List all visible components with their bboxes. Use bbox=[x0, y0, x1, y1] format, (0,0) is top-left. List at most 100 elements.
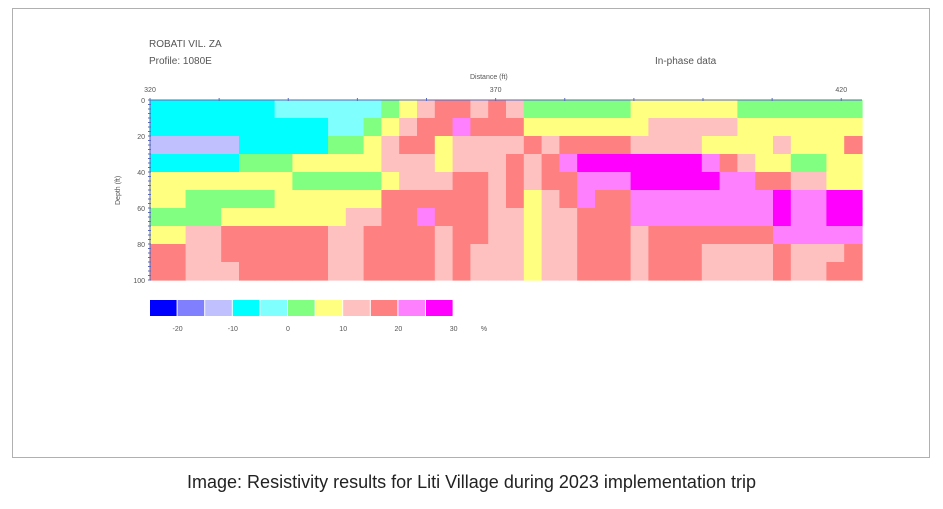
heatmap-cell bbox=[345, 208, 365, 227]
heatmap-cell bbox=[684, 262, 703, 281]
heatmap-cell bbox=[363, 118, 382, 137]
heatmap-cell bbox=[844, 136, 863, 155]
heatmap-cell bbox=[737, 118, 756, 137]
resistivity-heatmap-chart: ROBATI VIL. ZA Profile: 1080E In-phase d… bbox=[115, 39, 863, 333]
heatmap-cell bbox=[292, 244, 311, 263]
heatmap-cell bbox=[773, 262, 792, 281]
heatmap-cell bbox=[577, 208, 596, 227]
heatmap-cell bbox=[595, 100, 614, 119]
heatmap-cell bbox=[345, 226, 365, 245]
heatmap-cell bbox=[719, 190, 738, 209]
heatmap-cell bbox=[790, 226, 810, 245]
heatmap-cell bbox=[434, 226, 454, 245]
heatmap-cell bbox=[648, 136, 667, 155]
heatmap-cell bbox=[381, 136, 400, 155]
heatmap-cell bbox=[239, 226, 258, 245]
heatmap-cell bbox=[630, 262, 649, 281]
heatmap-cell bbox=[595, 190, 614, 209]
heatmap-cell bbox=[274, 172, 293, 191]
heatmap-cell bbox=[274, 226, 293, 245]
heatmap-cell bbox=[755, 100, 774, 119]
heatmap-cell bbox=[719, 136, 738, 155]
heatmap-cell bbox=[185, 118, 204, 137]
heatmap-cell bbox=[488, 172, 507, 191]
colorbar-tick-label: 20 bbox=[395, 326, 403, 333]
y-axis-label: Depth (ft) bbox=[115, 176, 122, 205]
heatmap-cell bbox=[773, 244, 792, 263]
heatmap-cell bbox=[648, 226, 667, 245]
heatmap-cell bbox=[292, 208, 311, 227]
heatmap-cell bbox=[826, 208, 845, 227]
heatmap-cell bbox=[630, 190, 649, 209]
heatmap-cell bbox=[434, 244, 454, 263]
heatmap-cell bbox=[826, 100, 845, 119]
heatmap-cell bbox=[577, 226, 596, 245]
heatmap-cell bbox=[185, 100, 204, 119]
heatmap-cell bbox=[684, 172, 703, 191]
heatmap-cell bbox=[523, 244, 543, 263]
heatmap-cell bbox=[203, 244, 222, 263]
heatmap-cell bbox=[292, 190, 311, 209]
heatmap-cell bbox=[523, 226, 543, 245]
heatmap-cell bbox=[221, 244, 240, 263]
heatmap-cell bbox=[470, 172, 489, 191]
heatmap-cell bbox=[221, 226, 240, 245]
heatmap-cell bbox=[523, 172, 543, 191]
heatmap-cell bbox=[612, 154, 632, 173]
heatmap-cell bbox=[434, 154, 454, 173]
colorbar-tick-label: 10 bbox=[339, 326, 347, 333]
heatmap-cell bbox=[256, 208, 276, 227]
heatmap-cell bbox=[559, 208, 578, 227]
heatmap-cell bbox=[523, 100, 543, 119]
heatmap-cell bbox=[328, 244, 347, 263]
heatmap-cell bbox=[808, 154, 827, 173]
heatmap-cell bbox=[150, 262, 169, 281]
heatmap-cell bbox=[630, 226, 649, 245]
heatmap-cell bbox=[470, 100, 489, 119]
heatmap-cell bbox=[719, 100, 738, 119]
heatmap-cell bbox=[666, 154, 685, 173]
heatmap-cell bbox=[167, 118, 187, 137]
heatmap-cell bbox=[203, 190, 222, 209]
heatmap-cell bbox=[826, 262, 845, 281]
heatmap-cell bbox=[150, 208, 169, 227]
heatmap-cell bbox=[612, 136, 632, 155]
heatmap-cell bbox=[381, 208, 400, 227]
chart-title: ROBATI VIL. ZA bbox=[149, 39, 222, 50]
heatmap-cell bbox=[185, 244, 204, 263]
heatmap-cell bbox=[185, 136, 204, 155]
heatmap-cell bbox=[470, 190, 489, 209]
heatmap-cell bbox=[559, 100, 578, 119]
heatmap-cell bbox=[506, 208, 525, 227]
heatmap-cell bbox=[541, 244, 560, 263]
heatmap-cell bbox=[256, 262, 276, 281]
heatmap-cell bbox=[559, 154, 578, 173]
heatmap-cell bbox=[203, 100, 222, 119]
heatmap-cell bbox=[203, 154, 222, 173]
heatmap-cell bbox=[755, 190, 774, 209]
heatmap-cell bbox=[684, 100, 703, 119]
heatmap-cell bbox=[399, 190, 418, 209]
x-tick-label: 320 bbox=[144, 87, 156, 94]
heatmap-cell bbox=[417, 118, 436, 137]
heatmap-cell bbox=[221, 136, 240, 155]
heatmap-cell bbox=[452, 154, 471, 173]
heatmap-cell bbox=[612, 262, 632, 281]
heatmap-cell bbox=[844, 172, 863, 191]
heatmap-cell bbox=[150, 100, 169, 119]
heatmap-cell bbox=[701, 262, 721, 281]
heatmap-cell bbox=[488, 136, 507, 155]
heatmap-cell bbox=[737, 226, 756, 245]
heatmap-cell bbox=[684, 118, 703, 137]
heatmap-cell bbox=[595, 118, 614, 137]
heatmap-cell bbox=[719, 208, 738, 227]
heatmap-cell bbox=[559, 244, 578, 263]
heatmap-cell bbox=[808, 244, 827, 263]
heatmap-cell bbox=[345, 118, 365, 137]
heatmap-cell bbox=[808, 190, 827, 209]
heatmap-cell bbox=[523, 262, 543, 281]
heatmap-cell bbox=[292, 172, 311, 191]
heatmap-cell bbox=[381, 172, 400, 191]
heatmap-cell bbox=[167, 172, 187, 191]
heatmap-cell bbox=[434, 136, 454, 155]
